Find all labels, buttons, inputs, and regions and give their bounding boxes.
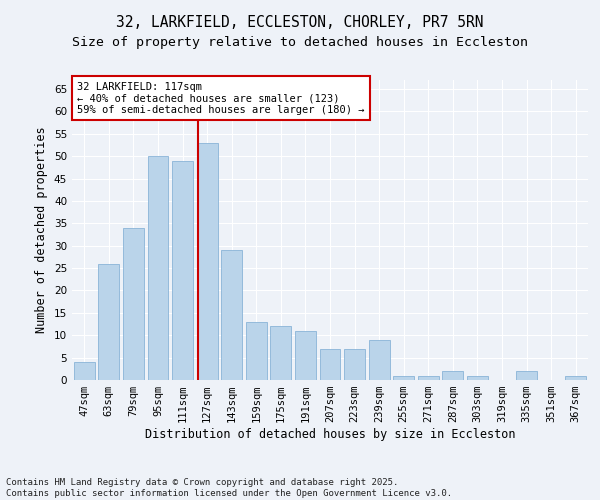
Bar (246, 322, 267, 380)
Text: Contains HM Land Registry data © Crown copyright and database right 2025.
Contai: Contains HM Land Registry data © Crown c… (6, 478, 452, 498)
Bar (393, 376, 414, 380)
Bar (565, 376, 586, 380)
Bar (123, 228, 144, 380)
Text: 32, LARKFIELD, ECCLESTON, CHORLEY, PR7 5RN: 32, LARKFIELD, ECCLESTON, CHORLEY, PR7 5… (116, 15, 484, 30)
Bar (344, 348, 365, 380)
X-axis label: Distribution of detached houses by size in Eccleston: Distribution of detached houses by size … (145, 428, 515, 441)
Bar (442, 371, 463, 380)
Text: 32 LARKFIELD: 117sqm
← 40% of detached houses are smaller (123)
59% of semi-deta: 32 LARKFIELD: 117sqm ← 40% of detached h… (77, 82, 365, 114)
Bar (320, 348, 340, 380)
Bar (295, 330, 316, 380)
Text: Size of property relative to detached houses in Eccleston: Size of property relative to detached ho… (72, 36, 528, 49)
Bar (221, 250, 242, 380)
Bar (467, 376, 488, 380)
Bar (74, 362, 95, 380)
Bar (148, 156, 169, 380)
Bar (516, 371, 537, 380)
Bar (197, 142, 218, 380)
Bar (418, 376, 439, 380)
Y-axis label: Number of detached properties: Number of detached properties (35, 126, 49, 334)
Bar (271, 326, 292, 380)
Bar (98, 264, 119, 380)
Bar (368, 340, 389, 380)
Bar (172, 160, 193, 380)
